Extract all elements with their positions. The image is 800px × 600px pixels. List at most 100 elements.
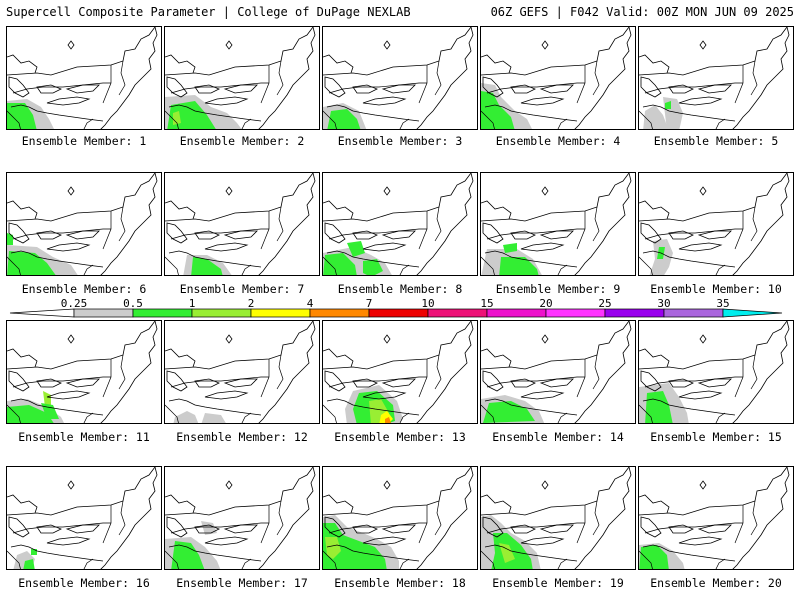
ensemble-member-panel (6, 172, 162, 276)
member-map (639, 467, 790, 569)
ensemble-member-panel (638, 320, 794, 424)
colorbar-tick-label: 2 (248, 297, 255, 310)
scp-contour-fill (201, 521, 217, 535)
colorbar-segment (663, 308, 724, 318)
member-map (481, 27, 632, 129)
scp-contour-fill (173, 411, 199, 423)
colorbar-segment (486, 308, 547, 318)
scp-contour-fill (7, 405, 54, 423)
member-map (323, 467, 474, 569)
ensemble-member-label: Ensemble Member: 19 (492, 576, 624, 590)
member-map (7, 27, 158, 129)
member-map (165, 467, 316, 569)
member-map (639, 173, 790, 275)
scp-contour-fill (201, 413, 226, 423)
ensemble-member-panel (480, 26, 636, 130)
colorbar-left-arrow (9, 308, 75, 318)
scp-contour-fill (347, 241, 365, 257)
member-map (7, 173, 158, 275)
scp-contour-fill (665, 101, 671, 109)
scp-contour-fill (363, 259, 383, 275)
member-map (481, 467, 632, 569)
member-map (7, 467, 158, 569)
ensemble-member-label: Ensemble Member: 6 (21, 282, 147, 296)
scp-contour-fill (643, 105, 669, 129)
ensemble-member-panel (6, 466, 162, 570)
ensemble-member-label: Ensemble Member: 13 (334, 430, 466, 444)
colorbar-segment (73, 308, 134, 318)
ensemble-member-label: Ensemble Member: 5 (653, 134, 779, 148)
scp-contour-fill (483, 401, 535, 423)
ensemble-member-label: Ensemble Member: 20 (650, 576, 782, 590)
ensemble-member-panel (322, 26, 478, 130)
colorbar-segment (250, 308, 311, 318)
ensemble-member-panel (480, 466, 636, 570)
scp-contour-fill (639, 545, 669, 569)
colorbar-tick-label: 25 (598, 297, 611, 310)
colorbar-tick-label: 0.5 (123, 297, 143, 310)
ensemble-member-label: Ensemble Member: 9 (495, 282, 621, 296)
member-map (639, 27, 790, 129)
scp-contour-fill (7, 233, 13, 245)
scp-contour-fill (31, 549, 37, 555)
ensemble-member-label: Ensemble Member: 8 (337, 282, 463, 296)
color-scale-bar: 0.25 0.5 1 2 4 7 10 15 20 25 30 35 (0, 297, 800, 321)
ensemble-member-panel (480, 172, 636, 276)
colorbar-segment (604, 308, 665, 318)
ensemble-member-panel (322, 466, 478, 570)
ensemble-member-label: Ensemble Member: 2 (179, 134, 305, 148)
colorbar-segment (545, 308, 606, 318)
ensemble-member-panel (164, 466, 320, 570)
ensemble-member-panel (638, 172, 794, 276)
ensemble-member-label: Ensemble Member: 15 (650, 430, 782, 444)
member-map (639, 321, 790, 423)
ensemble-member-panel (480, 320, 636, 424)
member-map (323, 27, 474, 129)
ensemble-member-panel (164, 26, 320, 130)
member-map (7, 321, 158, 423)
scp-contour-fill (499, 257, 539, 275)
scp-contour-fill (7, 103, 37, 129)
scp-contour-fill (43, 391, 51, 407)
member-map (481, 321, 632, 423)
ensemble-member-label: Ensemble Member: 3 (337, 134, 463, 148)
scp-contour-fill (503, 243, 517, 253)
colorbar-tick-label: 0.25 (61, 297, 88, 310)
page-title: Supercell Composite Parameter | College … (6, 5, 411, 19)
scp-contour-fill (23, 559, 35, 569)
colorbar-tick-label: 30 (657, 297, 670, 310)
ensemble-member-label: Ensemble Member: 4 (495, 134, 621, 148)
ensemble-member-label: Ensemble Member: 17 (176, 576, 308, 590)
ensemble-member-label: Ensemble Member: 16 (18, 576, 150, 590)
colorbar-segment (722, 308, 783, 318)
scp-contour-fill (499, 543, 515, 563)
ensemble-member-panel (6, 26, 162, 130)
ensemble-member-label: Ensemble Member: 12 (176, 430, 308, 444)
ensemble-member-label: Ensemble Member: 18 (334, 576, 466, 590)
colorbar-tick-label: 15 (480, 297, 493, 310)
ensemble-member-label: Ensemble Member: 7 (179, 282, 305, 296)
colorbar-tick-label: 35 (716, 297, 729, 310)
member-map (481, 173, 632, 275)
colorbar-segment (309, 308, 370, 318)
scp-contour-fill (171, 541, 205, 569)
member-map (165, 173, 316, 275)
colorbar-segment (427, 308, 488, 318)
colorbar-tick-label: 20 (539, 297, 552, 310)
scp-contour-fill (325, 537, 341, 559)
colorbar-tick-label: 4 (307, 297, 314, 310)
scp-contour-fill (173, 111, 181, 125)
ensemble-member-label: Ensemble Member: 10 (650, 282, 782, 296)
ensemble-member-panel (164, 320, 320, 424)
ensemble-member-panel (164, 172, 320, 276)
scp-contour-fill (323, 523, 387, 569)
ensemble-member-label: Ensemble Member: 14 (492, 430, 624, 444)
color-scale-svg: 0.25 0.5 1 2 4 7 10 15 20 25 30 35 (9, 297, 783, 318)
valid-time-title: 06Z GEFS | F042 Valid: 00Z MON JUN 09 20… (490, 5, 794, 19)
colorbar-tick-label: 7 (366, 297, 373, 310)
scp-contour-fill (385, 417, 391, 423)
scp-contour-fill (327, 109, 361, 129)
ensemble-member-panel (6, 320, 162, 424)
member-map (323, 173, 474, 275)
ensemble-member-panel (322, 320, 478, 424)
